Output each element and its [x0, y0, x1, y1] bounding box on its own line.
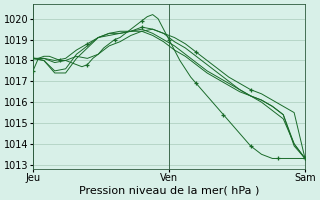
X-axis label: Pression niveau de la mer( hPa ): Pression niveau de la mer( hPa ) — [79, 186, 259, 196]
